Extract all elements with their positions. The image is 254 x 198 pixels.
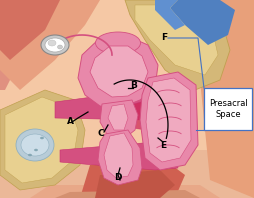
- Text: E: E: [160, 141, 166, 149]
- Polygon shape: [90, 46, 148, 97]
- Polygon shape: [0, 0, 100, 90]
- Text: B: B: [131, 82, 137, 90]
- Polygon shape: [55, 90, 178, 120]
- Bar: [204, 88, 252, 130]
- Polygon shape: [200, 0, 254, 198]
- Text: D: D: [114, 173, 122, 183]
- Polygon shape: [98, 130, 142, 185]
- Polygon shape: [30, 185, 220, 198]
- Polygon shape: [125, 0, 230, 90]
- Ellipse shape: [57, 45, 62, 49]
- Polygon shape: [140, 72, 198, 170]
- Polygon shape: [5, 97, 78, 183]
- Polygon shape: [0, 0, 60, 60]
- Polygon shape: [0, 150, 254, 198]
- Polygon shape: [135, 5, 218, 75]
- Ellipse shape: [48, 40, 56, 46]
- Polygon shape: [104, 133, 133, 178]
- Text: C: C: [98, 129, 104, 138]
- Polygon shape: [146, 78, 191, 162]
- Ellipse shape: [16, 129, 54, 161]
- Ellipse shape: [28, 154, 31, 156]
- Ellipse shape: [40, 137, 43, 139]
- Ellipse shape: [96, 32, 140, 54]
- Text: Presacral
Space: Presacral Space: [209, 99, 247, 119]
- Polygon shape: [108, 104, 128, 130]
- Ellipse shape: [21, 134, 49, 156]
- Polygon shape: [60, 142, 178, 170]
- Polygon shape: [170, 0, 235, 45]
- Polygon shape: [0, 0, 90, 80]
- Polygon shape: [80, 160, 185, 198]
- Polygon shape: [155, 0, 185, 30]
- Polygon shape: [0, 90, 85, 190]
- Ellipse shape: [35, 149, 38, 151]
- Polygon shape: [55, 190, 200, 198]
- Polygon shape: [95, 170, 175, 198]
- Polygon shape: [0, 0, 30, 90]
- Polygon shape: [122, 100, 155, 130]
- Text: F: F: [161, 33, 167, 43]
- Polygon shape: [100, 100, 138, 138]
- Text: A: A: [67, 117, 73, 127]
- Polygon shape: [78, 35, 158, 108]
- Ellipse shape: [41, 35, 69, 55]
- Ellipse shape: [45, 38, 65, 52]
